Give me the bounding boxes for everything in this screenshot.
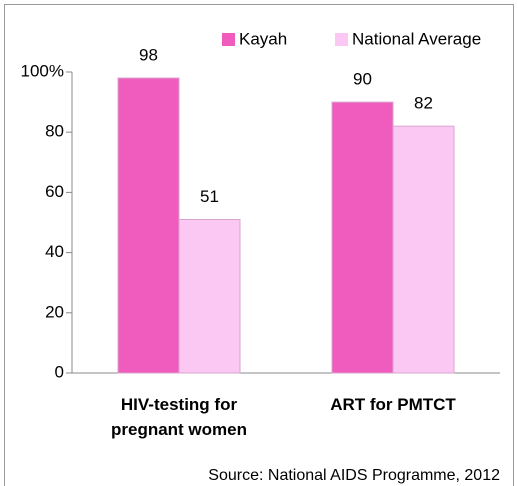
source-note: Source: National AIDS Programme, 2012: [208, 467, 500, 484]
bar: [392, 125, 455, 374]
bar: [331, 101, 394, 374]
data-label: 98: [139, 46, 158, 65]
data-label: 51: [200, 187, 219, 206]
y-tick-label: 0: [55, 362, 64, 381]
y-tick-label: 20: [45, 302, 64, 321]
y-tick-label: 80: [45, 122, 64, 141]
legend-swatch: [335, 33, 348, 46]
bar: [178, 218, 241, 374]
data-label: 90: [353, 70, 372, 89]
y-tick-label: 100%: [21, 61, 64, 80]
data-label: 82: [414, 94, 433, 113]
legend-label: National Average: [352, 29, 481, 48]
legend-label: Kayah: [239, 29, 287, 48]
chart-border: [4, 4, 514, 486]
bar: [117, 77, 180, 374]
x-tick-label: HIV-testing for pregnant women: [110, 395, 247, 439]
y-tick-label: 40: [45, 242, 64, 261]
y-tick-label: 60: [45, 182, 64, 201]
legend-swatch: [222, 33, 235, 46]
x-tick-label: ART for PMTCT: [330, 395, 456, 414]
